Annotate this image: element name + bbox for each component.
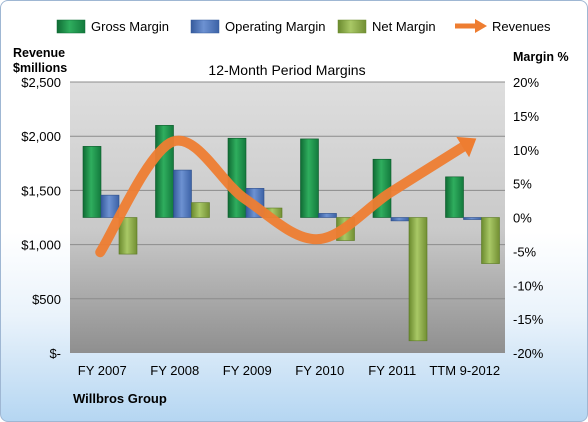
- operating-margin-bar: [463, 217, 482, 220]
- revenues-line: [95, 135, 468, 258]
- x-axis: FY 2007 FY 2008 FY 2009 FY 2010 FY 2011 TTM 9…: [78, 363, 500, 378]
- legend-swatch-net: [337, 19, 367, 34]
- legend-label-net: Net Margin: [372, 19, 436, 34]
- left-axis-title-line1: Revenue: [13, 46, 65, 60]
- operating-margin-bar: [318, 213, 337, 218]
- gridlines: [70, 81, 505, 300]
- operating-margin-bar: [173, 169, 192, 218]
- category-label: FY 2011: [368, 363, 416, 378]
- category-label: TTM 9-2012: [429, 363, 500, 378]
- right-tick-label: 5%: [513, 177, 532, 192]
- net-margin-bar: [481, 217, 500, 264]
- right-tick-label: 15%: [513, 109, 539, 124]
- net-margin-bar: [408, 217, 428, 342]
- legend-label-operating: Operating Margin: [225, 19, 325, 34]
- net-margin-bar: [191, 202, 210, 218]
- right-tick-label: -5%: [513, 244, 537, 259]
- revenue-series: [95, 135, 477, 258]
- operating-margin-bar: [390, 217, 410, 222]
- right-tick-label: 10%: [513, 143, 539, 158]
- left-tick-label: $1,000: [21, 238, 61, 253]
- bar-series: [82, 125, 500, 342]
- right-tick-label: -20%: [513, 346, 544, 361]
- category-label: FY 2010: [295, 363, 344, 378]
- left-axis: $- $500 $1,000 $1,500 $2,000 $2,500: [21, 75, 61, 361]
- left-tick-label: $2,500: [21, 75, 61, 90]
- right-tick-label: 0%: [513, 211, 532, 226]
- chart-title: 12-Month Period Margins: [208, 62, 365, 78]
- left-tick-label: $1,500: [21, 183, 61, 198]
- left-tick-label: $500: [32, 292, 61, 307]
- net-margin-bar: [118, 217, 138, 255]
- legend-arrow-revenues: [475, 19, 487, 33]
- gross-margin-bar: [300, 138, 319, 218]
- gross-margin-bar: [445, 176, 464, 218]
- right-tick-label: -10%: [513, 278, 544, 293]
- gross-margin-bar: [82, 146, 102, 218]
- category-label: FY 2007: [78, 363, 127, 378]
- right-tick-label: 20%: [513, 75, 539, 90]
- left-axis-title-line2: $millions: [13, 61, 67, 75]
- legend: Gross Margin Operating Margin Net Margin…: [56, 19, 551, 34]
- legend-swatch-operating: [190, 19, 220, 34]
- right-axis: -20% -15% -10% -5% 0% 5% 10% 15% 20%: [513, 75, 544, 361]
- company-label: Willbros Group: [73, 391, 167, 406]
- operating-margin-bar: [100, 194, 120, 218]
- category-label: FY 2008: [150, 363, 199, 378]
- category-label: FY 2009: [223, 363, 272, 378]
- plot-area: [70, 82, 505, 353]
- right-tick-label: -15%: [513, 312, 544, 327]
- revenues-arrow-head: [456, 136, 477, 158]
- legend-label-gross: Gross Margin: [91, 19, 169, 34]
- left-tick-label: $2,000: [21, 129, 61, 144]
- gross-margin-bar: [227, 137, 247, 218]
- legend-swatch-gross: [56, 19, 86, 34]
- left-tick-label: $-: [49, 346, 61, 361]
- right-axis-title: Margin %: [513, 50, 569, 64]
- legend-label-revenues: Revenues: [492, 19, 551, 34]
